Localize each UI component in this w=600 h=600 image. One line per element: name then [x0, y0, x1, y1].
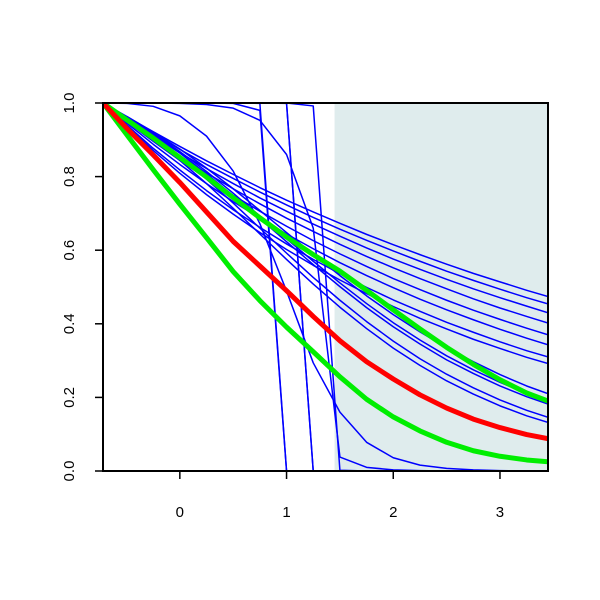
series-group	[103, 103, 548, 471]
series-line-21	[103, 103, 548, 404]
x-tick-label: 3	[496, 504, 504, 521]
series-line-7	[103, 103, 548, 358]
series-line-9	[103, 103, 548, 405]
series-line-6	[103, 103, 548, 346]
plot-frame	[102, 102, 549, 472]
y-axis: 0.0 0.2 0.4 0.6 0.8 1.0	[61, 93, 103, 482]
y-tick-label: 0.8	[61, 166, 78, 187]
series-line-23	[103, 103, 548, 442]
x-tick-label: 2	[389, 504, 397, 521]
y-tick-label: 1.0	[61, 93, 78, 114]
x-axis: 0 1 2 3	[176, 471, 504, 521]
series-line-11	[103, 103, 548, 402]
y-tick-label: 0.0	[61, 461, 78, 482]
y-tick-label: 0.6	[61, 240, 78, 261]
y-tick-label: 0.2	[61, 387, 78, 408]
series-line-1	[103, 103, 548, 298]
y-tick-label: 0.4	[61, 313, 78, 334]
x-tick-label: 0	[176, 504, 184, 521]
series-line-18	[103, 103, 548, 471]
series-line-22	[103, 103, 548, 465]
x-tick-label: 1	[282, 504, 290, 521]
